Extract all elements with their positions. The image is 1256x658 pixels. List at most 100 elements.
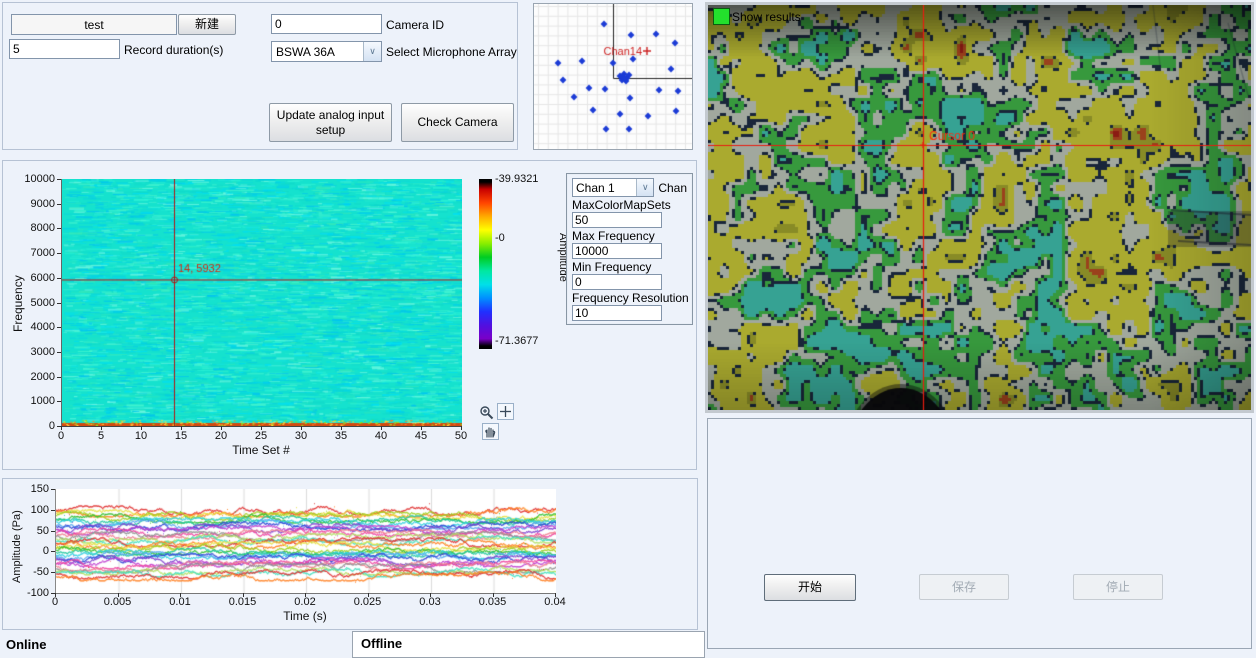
mic-array-canvas[interactable] <box>534 4 692 149</box>
colorbar-min-label: -71.3677 <box>495 335 539 347</box>
tick-label: 4000 <box>30 321 55 334</box>
tick-mark <box>421 426 422 430</box>
record-duration-field[interactable] <box>9 39 120 59</box>
spectrogram-x-axis-title: Time Set # <box>232 443 290 457</box>
mic-array-select[interactable]: BSWA 36A ∨ <box>271 41 382 62</box>
tick-mark <box>57 253 61 255</box>
amplitude-colorbar <box>479 179 492 349</box>
tick-label: 25 <box>254 430 268 442</box>
tick-label: 50 <box>36 524 49 537</box>
tick-mark <box>51 530 55 532</box>
mic-array-plot <box>533 3 693 150</box>
tick-label: 20 <box>214 430 228 442</box>
tick-label: 0.005 <box>103 596 132 608</box>
graph-palette <box>477 403 517 443</box>
tick-mark <box>57 277 61 279</box>
tick-mark <box>261 426 262 430</box>
channel-select-label: Chan <box>658 180 687 195</box>
spectrogram-plot <box>61 179 462 427</box>
project-name-field[interactable] <box>11 14 177 35</box>
tab-offline[interactable]: Offline <box>352 631 705 658</box>
tick-label: 45 <box>414 430 428 442</box>
tick-label: 0.01 <box>169 596 191 608</box>
tick-label: 10 <box>134 430 148 442</box>
tick-mark <box>57 376 61 378</box>
tick-label: 15 <box>174 430 188 442</box>
check-camera-button[interactable]: Check Camera <box>401 103 514 142</box>
acoustic-map-canvas[interactable] <box>708 5 1251 410</box>
tick-mark <box>180 593 181 597</box>
min-frequency-label: Min Frequency <box>572 260 652 274</box>
offline-label: Offline <box>361 636 403 651</box>
tick-mark <box>101 426 102 430</box>
camera-id-label: Camera ID <box>386 18 445 32</box>
tick-mark <box>57 401 61 403</box>
tick-mark <box>341 426 342 430</box>
tick-mark <box>51 593 55 594</box>
new-button[interactable]: 新建 <box>178 14 236 35</box>
tick-label: 150 <box>30 483 49 495</box>
start-button[interactable]: 开始 <box>764 574 856 601</box>
tick-mark <box>430 593 431 597</box>
chevron-down-icon: ∨ <box>636 179 654 196</box>
tick-mark <box>381 426 382 430</box>
tick-mark <box>141 426 142 430</box>
frequency-resolution-label: Frequency Resolution <box>572 291 689 305</box>
tick-label: 35 <box>334 430 348 442</box>
tick-mark <box>367 593 369 597</box>
mic-array-label: Select Microphone Array <box>386 45 517 59</box>
camera-id-field[interactable] <box>271 14 382 34</box>
tick-mark <box>301 426 302 430</box>
tick-label: 50 <box>454 430 468 442</box>
tick-label: 0 <box>48 420 55 432</box>
tick-label: 0.04 <box>544 596 566 608</box>
tick-mark <box>61 426 62 430</box>
waveform-canvas <box>56 489 556 593</box>
tick-mark <box>57 179 61 180</box>
checkbox-led <box>713 8 730 25</box>
channel-select[interactable]: Chan 1 ∨ <box>572 178 655 197</box>
tick-label: 6000 <box>30 271 55 284</box>
show-results-checkbox[interactable]: Show results <box>713 8 801 25</box>
tick-mark <box>57 203 61 205</box>
tick-label: 5000 <box>30 296 55 309</box>
tick-mark <box>461 426 462 430</box>
tick-mark <box>555 593 556 597</box>
max-frequency-field[interactable] <box>572 243 662 259</box>
tick-label: 0 <box>42 545 49 558</box>
stop-button[interactable]: 停止 <box>1073 574 1163 600</box>
tick-label: 100 <box>30 503 49 516</box>
zoom-icon[interactable] <box>479 405 494 420</box>
tick-label: 7000 <box>30 247 55 260</box>
tick-label: 0 <box>51 596 59 608</box>
max-colormap-field[interactable] <box>572 212 662 228</box>
channel-select-value: Chan 1 <box>576 180 615 195</box>
tick-mark <box>51 489 55 490</box>
tick-label: 40 <box>374 430 388 442</box>
tick-mark <box>181 426 182 430</box>
tick-mark <box>57 228 61 230</box>
spectrogram-canvas[interactable] <box>62 179 462 426</box>
min-frequency-field[interactable] <box>572 274 662 290</box>
update-analog-input-button[interactable]: Update analog input setup <box>269 103 392 142</box>
tick-label: 0 <box>57 430 65 442</box>
tab-online[interactable]: Online <box>6 637 47 652</box>
tick-label: 0.03 <box>419 596 441 608</box>
tick-mark <box>55 593 56 597</box>
tick-label: 8000 <box>30 222 55 235</box>
tick-label: -100 <box>26 587 49 599</box>
chevron-down-icon: ∨ <box>363 42 381 61</box>
tick-mark <box>51 572 55 574</box>
crosshair-cursor-icon[interactable] <box>497 403 514 420</box>
tick-label: 0.015 <box>228 596 257 608</box>
save-button[interactable]: 保存 <box>919 574 1009 600</box>
tick-mark <box>51 551 55 553</box>
mic-array-value: BSWA 36A <box>276 44 335 59</box>
waveform-plot <box>55 489 556 594</box>
tick-label: 2000 <box>30 370 55 383</box>
tick-mark <box>117 593 119 597</box>
pan-hand-icon[interactable] <box>482 423 499 440</box>
frequency-resolution-field[interactable] <box>572 305 662 321</box>
analysis-controls-box: Chan 1 ∨ Chan MaxColorMapSets Max Freque… <box>566 173 693 325</box>
